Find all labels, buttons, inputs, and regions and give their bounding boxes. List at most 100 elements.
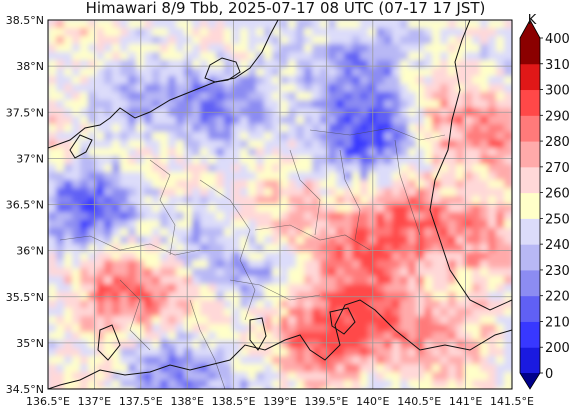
field-cell <box>152 116 161 125</box>
field-cell <box>416 356 425 365</box>
field-cell <box>72 236 81 245</box>
field-cell <box>384 372 393 381</box>
field-cell <box>504 300 512 309</box>
field-cell <box>128 316 137 325</box>
field-cell <box>416 116 425 125</box>
field-cell <box>120 284 129 293</box>
field-cell <box>168 252 177 261</box>
field-cell <box>128 148 137 157</box>
field-cell <box>288 196 297 205</box>
field-cell <box>200 100 209 109</box>
field-cell <box>312 92 321 101</box>
field-cell <box>56 76 65 85</box>
field-cell <box>264 228 273 237</box>
field-cell <box>448 124 457 133</box>
field-cell <box>96 228 105 237</box>
prefecture-boundaries <box>59 127 446 389</box>
field-cell <box>200 44 209 53</box>
field-cell <box>424 76 433 85</box>
field-cell <box>352 44 361 53</box>
field-cell <box>432 124 441 133</box>
field-cell <box>376 172 385 181</box>
field-cell <box>216 156 225 165</box>
field-cell <box>432 236 441 245</box>
field-cell <box>312 276 321 285</box>
field-cell <box>232 196 241 205</box>
field-cell <box>48 44 57 53</box>
field-cell <box>264 140 273 149</box>
field-cell <box>312 324 321 333</box>
field-cell <box>408 372 417 381</box>
field-cell <box>288 204 297 213</box>
field-cell <box>344 196 353 205</box>
field-cell <box>72 332 81 341</box>
field-cell <box>240 260 249 269</box>
field-cell <box>248 52 257 61</box>
field-cell <box>72 52 81 61</box>
field-cell <box>72 212 81 221</box>
field-cell <box>240 116 249 125</box>
field-cell <box>208 180 217 189</box>
field-cell <box>264 364 273 373</box>
field-cell <box>496 228 505 237</box>
field-cell <box>392 100 401 109</box>
field-cell <box>72 44 81 53</box>
field-cell <box>168 260 177 269</box>
field-cell <box>456 52 465 61</box>
field-cell <box>144 100 153 109</box>
field-cell <box>360 332 369 341</box>
field-cell <box>48 100 57 109</box>
lat-tick-label: 37°N <box>16 152 44 165</box>
field-cell <box>104 340 113 349</box>
field-cell <box>208 356 217 365</box>
field-cell <box>232 252 241 261</box>
field-cell <box>352 252 361 261</box>
field-cell <box>208 308 217 317</box>
field-cell <box>464 164 473 173</box>
field-cell <box>264 324 273 333</box>
field-cell <box>208 124 217 133</box>
field-cell <box>352 188 361 197</box>
field-cell <box>192 196 201 205</box>
field-cell <box>168 348 177 357</box>
field-cell <box>152 364 161 373</box>
field-cell <box>168 28 177 37</box>
field-cell <box>200 324 209 333</box>
sea-of-japan-coast <box>48 20 279 149</box>
field-cell <box>168 36 177 45</box>
field-cell <box>496 172 505 181</box>
field-cell <box>208 212 217 221</box>
field-cell <box>336 140 345 149</box>
field-cell <box>224 244 233 253</box>
field-cell <box>312 348 321 357</box>
field-cell <box>352 348 361 357</box>
field-cell <box>344 92 353 101</box>
field-cell <box>464 372 473 381</box>
field-cell <box>456 228 465 237</box>
field-cell <box>480 140 489 149</box>
field-cell <box>336 196 345 205</box>
field-cell <box>96 172 105 181</box>
field-cell <box>168 52 177 61</box>
field-cell <box>424 20 433 29</box>
field-cell <box>232 132 241 141</box>
boundary-line <box>199 179 256 321</box>
field-cell <box>48 340 57 349</box>
field-cell <box>360 36 369 45</box>
field-cell <box>192 188 201 197</box>
field-cell <box>56 100 65 109</box>
field-cell <box>152 244 161 253</box>
field-cell <box>152 76 161 85</box>
field-cell <box>112 44 121 53</box>
field-cell <box>64 60 73 69</box>
field-cell <box>128 348 137 357</box>
field-cell <box>96 260 105 269</box>
field-cell <box>320 68 329 77</box>
field-cell <box>416 284 425 293</box>
field-cell <box>304 236 313 245</box>
field-cell <box>328 36 337 45</box>
field-cell <box>280 364 289 373</box>
field-cell <box>456 116 465 125</box>
field-cell <box>496 92 505 101</box>
field-cell <box>72 92 81 101</box>
